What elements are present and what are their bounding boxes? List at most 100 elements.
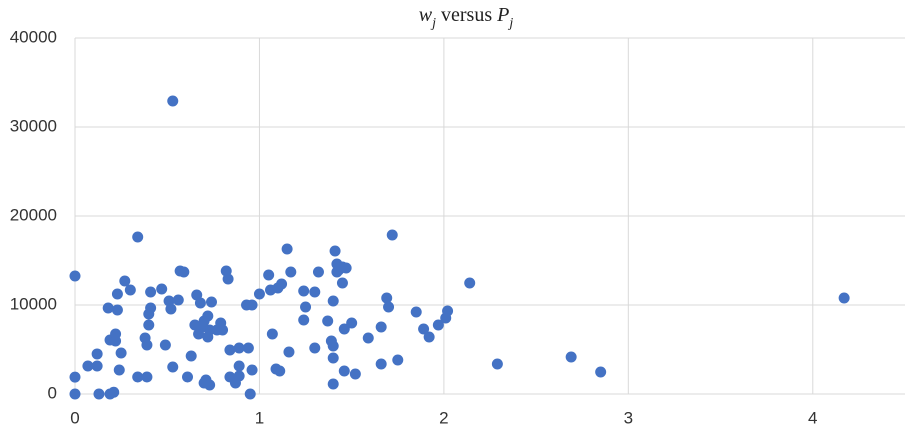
point bbox=[113, 364, 125, 376]
point bbox=[185, 350, 197, 362]
point bbox=[246, 364, 258, 376]
point bbox=[386, 229, 398, 241]
point bbox=[233, 360, 245, 372]
title-part: j bbox=[430, 16, 436, 31]
point bbox=[309, 342, 321, 354]
point bbox=[224, 344, 236, 356]
point bbox=[156, 283, 168, 295]
title-part: w bbox=[419, 4, 433, 26]
point bbox=[205, 296, 217, 308]
point bbox=[338, 323, 350, 335]
point bbox=[102, 302, 114, 314]
point bbox=[91, 360, 103, 372]
point bbox=[322, 315, 334, 327]
point bbox=[110, 335, 122, 347]
point bbox=[202, 310, 214, 322]
point bbox=[111, 304, 123, 316]
point bbox=[194, 297, 206, 309]
point bbox=[119, 275, 131, 287]
point bbox=[167, 95, 179, 107]
point bbox=[418, 323, 430, 335]
point bbox=[336, 277, 348, 289]
point bbox=[329, 245, 341, 257]
point bbox=[178, 266, 190, 278]
x-tick-label: 1 bbox=[255, 408, 264, 427]
point bbox=[115, 347, 127, 359]
y-tick-label: 0 bbox=[48, 383, 57, 402]
point bbox=[246, 299, 258, 311]
point bbox=[375, 321, 387, 333]
point bbox=[244, 388, 256, 400]
point bbox=[298, 285, 310, 297]
point bbox=[132, 371, 144, 383]
point bbox=[69, 371, 81, 383]
point bbox=[281, 243, 293, 255]
point bbox=[204, 379, 216, 391]
x-tick-label: 0 bbox=[70, 408, 79, 427]
point bbox=[464, 277, 476, 289]
point bbox=[182, 371, 194, 383]
point bbox=[217, 324, 229, 336]
point bbox=[253, 288, 265, 300]
point bbox=[432, 319, 444, 331]
x-tick-label: 2 bbox=[439, 408, 448, 427]
point bbox=[69, 270, 81, 282]
point bbox=[233, 342, 245, 354]
point bbox=[383, 301, 395, 313]
point bbox=[93, 388, 105, 400]
point bbox=[309, 286, 321, 298]
point bbox=[242, 342, 254, 354]
point bbox=[172, 294, 184, 306]
point bbox=[145, 286, 157, 298]
point bbox=[124, 284, 136, 296]
point bbox=[167, 361, 179, 373]
point bbox=[392, 354, 404, 366]
point bbox=[266, 328, 278, 340]
point bbox=[159, 339, 171, 351]
chart-title: wj versus Pj bbox=[419, 4, 514, 31]
x-tick-label: 3 bbox=[624, 408, 633, 427]
point bbox=[349, 368, 361, 380]
point bbox=[165, 303, 177, 315]
point bbox=[141, 371, 153, 383]
point bbox=[141, 339, 153, 351]
point bbox=[285, 266, 297, 278]
point bbox=[362, 332, 374, 344]
point bbox=[338, 365, 350, 377]
point bbox=[442, 305, 454, 317]
y-tick-label: 40000 bbox=[10, 27, 57, 46]
point bbox=[300, 301, 312, 313]
point bbox=[143, 319, 155, 331]
point bbox=[838, 292, 850, 304]
point bbox=[327, 340, 339, 352]
point bbox=[145, 302, 157, 314]
point bbox=[346, 317, 358, 329]
point bbox=[276, 278, 288, 290]
point bbox=[595, 366, 607, 378]
point bbox=[82, 360, 94, 372]
point bbox=[327, 378, 339, 390]
point bbox=[375, 358, 387, 370]
point bbox=[274, 365, 286, 377]
point bbox=[233, 370, 245, 382]
point bbox=[132, 231, 144, 243]
point bbox=[565, 351, 577, 363]
point bbox=[108, 386, 120, 398]
title-part: versus bbox=[436, 4, 497, 26]
y-tick-label: 20000 bbox=[10, 205, 57, 224]
point bbox=[283, 346, 295, 358]
point bbox=[381, 292, 393, 304]
title-part: j bbox=[507, 16, 513, 31]
point bbox=[91, 348, 103, 360]
y-tick-label: 30000 bbox=[10, 116, 57, 135]
point bbox=[69, 388, 81, 400]
y-tick-label: 10000 bbox=[10, 294, 57, 313]
point bbox=[340, 262, 352, 274]
point bbox=[327, 295, 339, 307]
point bbox=[111, 288, 123, 300]
x-tick-label: 4 bbox=[808, 408, 817, 427]
point bbox=[327, 352, 339, 364]
point bbox=[222, 273, 234, 285]
point bbox=[410, 306, 422, 318]
